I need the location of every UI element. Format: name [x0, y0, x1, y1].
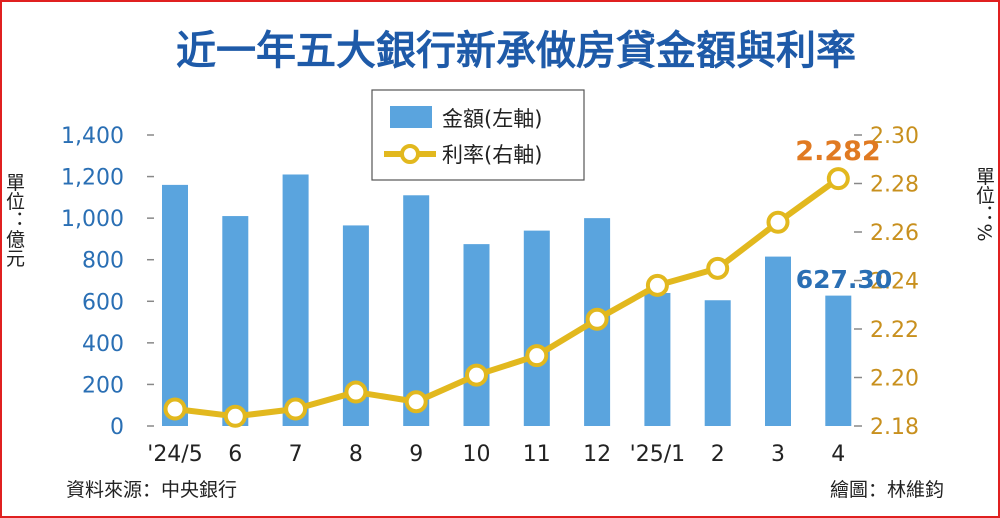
x-tick-label: 12: [583, 442, 611, 467]
amount-bar: [403, 195, 430, 426]
bars-layer: [162, 174, 852, 426]
credit-note: 繪圖：林維鈞: [830, 479, 944, 501]
rate-point: [465, 363, 488, 387]
right-tick-label: 2.30: [870, 124, 919, 149]
rate-point: [284, 397, 308, 421]
rate-point: [585, 307, 609, 331]
amount-bar: [704, 300, 731, 426]
left-tick-label: 600: [82, 290, 124, 315]
rate-point: [766, 210, 790, 234]
legend-label-rate: 利率(右軸): [442, 143, 542, 167]
left-tick-label: 1,400: [61, 124, 124, 149]
legend: 金額(左軸) 利率(右軸): [371, 89, 585, 181]
left-tick-label: 0: [110, 415, 124, 440]
left-axis: 0 200 400 600 800 1,000 1,200 1,400: [61, 124, 154, 440]
amount-bar: [825, 295, 852, 426]
legend-label-amount: 金額(左軸): [442, 107, 542, 131]
rate-point: [706, 256, 730, 280]
chart-title: 近一年五大銀行新承做房貸金額與利率: [176, 28, 856, 74]
amount-bar: [162, 184, 188, 426]
amount-bar: [463, 244, 490, 426]
right-tick-label: 2.20: [870, 367, 919, 392]
rate-point: [163, 397, 187, 421]
left-tick-label: 800: [82, 249, 124, 274]
last-amount-label: 627.30: [796, 265, 892, 294]
rate-line-layer: [163, 167, 850, 428]
right-tick-label: 2.26: [870, 221, 919, 246]
rate-point: [645, 273, 669, 297]
right-tick-label: 2.22: [870, 318, 919, 343]
legend-bar-swatch: [390, 106, 432, 128]
rate-point: [223, 404, 247, 428]
amount-bar: [644, 292, 671, 426]
amount-bar: [222, 216, 249, 426]
left-unit-label: 單位：億元: [3, 173, 25, 268]
amount-bar: [282, 174, 309, 426]
rate-point: [404, 390, 428, 414]
x-tick-label: '25/1: [630, 442, 685, 467]
left-tick-label: 1,200: [61, 166, 124, 191]
right-axis: 2.18 2.20 2.22 2.24 2.26 2.28 2.30: [854, 124, 919, 440]
x-tick-label: '24/5: [147, 442, 202, 467]
legend-marker-swatch: [400, 144, 420, 164]
right-unit-label: 單位：%: [973, 166, 995, 241]
rate-point: [525, 344, 549, 368]
x-tick-label: 8: [349, 442, 363, 467]
right-tick-label: 2.24: [870, 270, 919, 295]
x-tick-label: 11: [523, 442, 551, 467]
rate-point: [826, 167, 850, 191]
x-tick-label: 2: [711, 442, 725, 467]
left-tick-label: 400: [82, 332, 124, 357]
x-tick-label: 9: [409, 442, 423, 467]
x-tick-label: 7: [289, 442, 303, 467]
last-rate-label: 2.282: [795, 136, 880, 167]
amount-bar: [523, 230, 550, 426]
rate-line: [174, 176, 841, 420]
left-tick-label: 1,000: [61, 207, 124, 232]
rate-point: [344, 380, 368, 404]
x-axis: '24/5 6 7 8 9 10 11 12 '25/1 2 3 4: [147, 442, 845, 467]
x-tick-label: 10: [463, 442, 491, 467]
legend-box: [371, 89, 585, 181]
source-note: 資料來源：中央銀行: [66, 479, 237, 501]
amount-bar: [765, 256, 791, 426]
right-tick-label: 2.18: [870, 415, 919, 440]
x-tick-label: 6: [228, 442, 242, 467]
right-tick-label: 2.28: [870, 173, 919, 198]
left-tick-label: 200: [82, 373, 124, 398]
x-tick-label: 3: [771, 442, 785, 467]
x-tick-label: 4: [831, 442, 845, 467]
